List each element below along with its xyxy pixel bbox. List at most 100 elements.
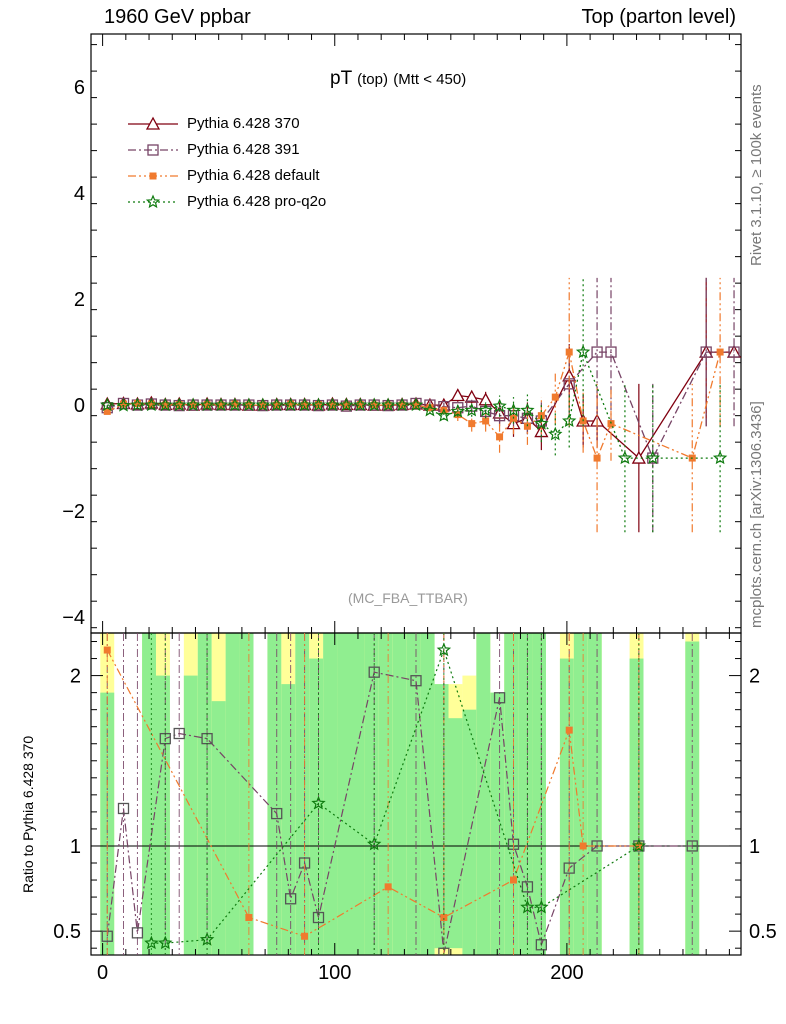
data-point-star [130,397,145,412]
data-point-star [478,402,493,417]
data-point-star [269,397,284,412]
data-point-square [284,893,297,905]
data-point-filled-square [356,401,364,409]
data-point-square [117,802,130,815]
data-point-filled-square [412,401,420,409]
data-point-filled-square [245,914,253,922]
uncertainty-band-green [462,709,477,955]
data-point-star [394,397,410,412]
data-point-star [520,899,535,914]
uncertainty-band-green [406,633,421,955]
uncertainty-band-green [267,633,282,955]
process-label: Top (parton level) [581,6,736,28]
data-point-star [158,397,173,412]
data-point-square [312,911,325,924]
plot-title: pT (top) (Mtt < 450) [330,68,466,90]
data-point-star [99,397,115,412]
data-point-star [158,935,173,950]
data-point-square [410,675,422,687]
x-axis: 0 100 200 [97,34,730,984]
data-point-star [353,397,368,412]
data-point-star [506,402,521,417]
data-point-filled-square [342,401,350,409]
y-tick-label: −2 [62,501,85,523]
data-point-filled-square [384,883,392,891]
data-point-star [380,397,396,412]
ratio-y-tick-label-right: 2 [749,666,760,688]
data-point-square [271,807,283,820]
legend-label-391: Pythia 6.428 391 [187,141,300,158]
data-point-square [728,346,740,358]
data-point-star [464,402,479,417]
data-point-triangle [464,389,479,403]
data-point-star [534,416,549,430]
uncertainty-band-green [532,633,546,955]
data-point-filled-square [120,400,127,408]
data-point-star [199,397,215,412]
data-point-star [283,397,298,412]
data-point-filled-square [635,842,643,850]
uncertainty-band-green [323,633,338,955]
data-point-filled-square [510,876,517,884]
ratio-y-tick-label-right: 0.5 [749,921,777,943]
uncertainty-band-green [448,718,463,949]
uncertainty-band-green [364,633,379,955]
x-tick-label: 200 [550,962,583,984]
series-line [107,351,734,460]
ratio-y-tick-label: 1 [70,836,81,858]
uncertainty-band-green [183,675,198,955]
data-point-filled-square [301,401,309,409]
ratio-y-tick-label: 0.5 [53,921,81,943]
data-point-star [144,397,159,412]
data-point-triangle [450,388,465,402]
uncertainty-band-green [337,633,351,955]
data-point-filled-square [147,400,155,408]
data-point-star [227,397,243,412]
data-point-star [408,397,424,412]
data-point-filled-square [103,646,111,654]
uncertainty-band-green [573,633,588,955]
data-point-filled-square [468,420,476,428]
data-point-filled-square [440,914,448,922]
data-point-star [241,397,257,412]
data-point-square [591,346,603,358]
uncertainty-band-green [142,633,156,955]
data-point-filled-square [579,842,587,850]
data-point-star [172,397,187,412]
uncertainty-band-green [434,684,449,949]
uncertainty-band-green [239,633,254,955]
data-point-filled-square [551,393,559,401]
data-point-square [131,927,144,939]
data-point-star [492,398,507,413]
data-point-star [575,344,591,359]
main-y-axis: −4 −2 0 2 4 6 [62,44,741,629]
data-point-triangle [492,405,507,419]
data-point-star [213,397,229,412]
uncertainty-band-green [309,658,324,955]
data-point-filled-square [482,417,490,425]
data-point-filled-square [398,401,406,409]
title-sub-top: (top) [357,71,388,88]
data-point-filled-square [593,454,601,462]
energy-label: 1960 GeV ppbar [104,6,251,28]
data-point-filled-square [496,433,504,441]
series-line [107,349,721,459]
y-tick-label: 6 [74,77,85,99]
data-point-filled-square [203,401,211,409]
data-point-filled-square [133,399,141,407]
data-point-star [631,838,647,853]
data-point-square [493,692,506,704]
data-point-star [617,450,633,465]
data-point-star [145,194,161,209]
ratio-y-tick-label: 2 [70,666,81,688]
ratio-series [101,633,698,955]
legend [128,116,178,209]
data-point-filled-square [231,400,239,408]
data-point-filled-square [149,172,157,180]
data-point-square [173,727,185,740]
data-point-star [548,426,563,441]
uncertainty-band-green [587,633,602,955]
legend-label-370: Pythia 6.428 370 [187,115,300,132]
data-point-star [367,836,382,851]
